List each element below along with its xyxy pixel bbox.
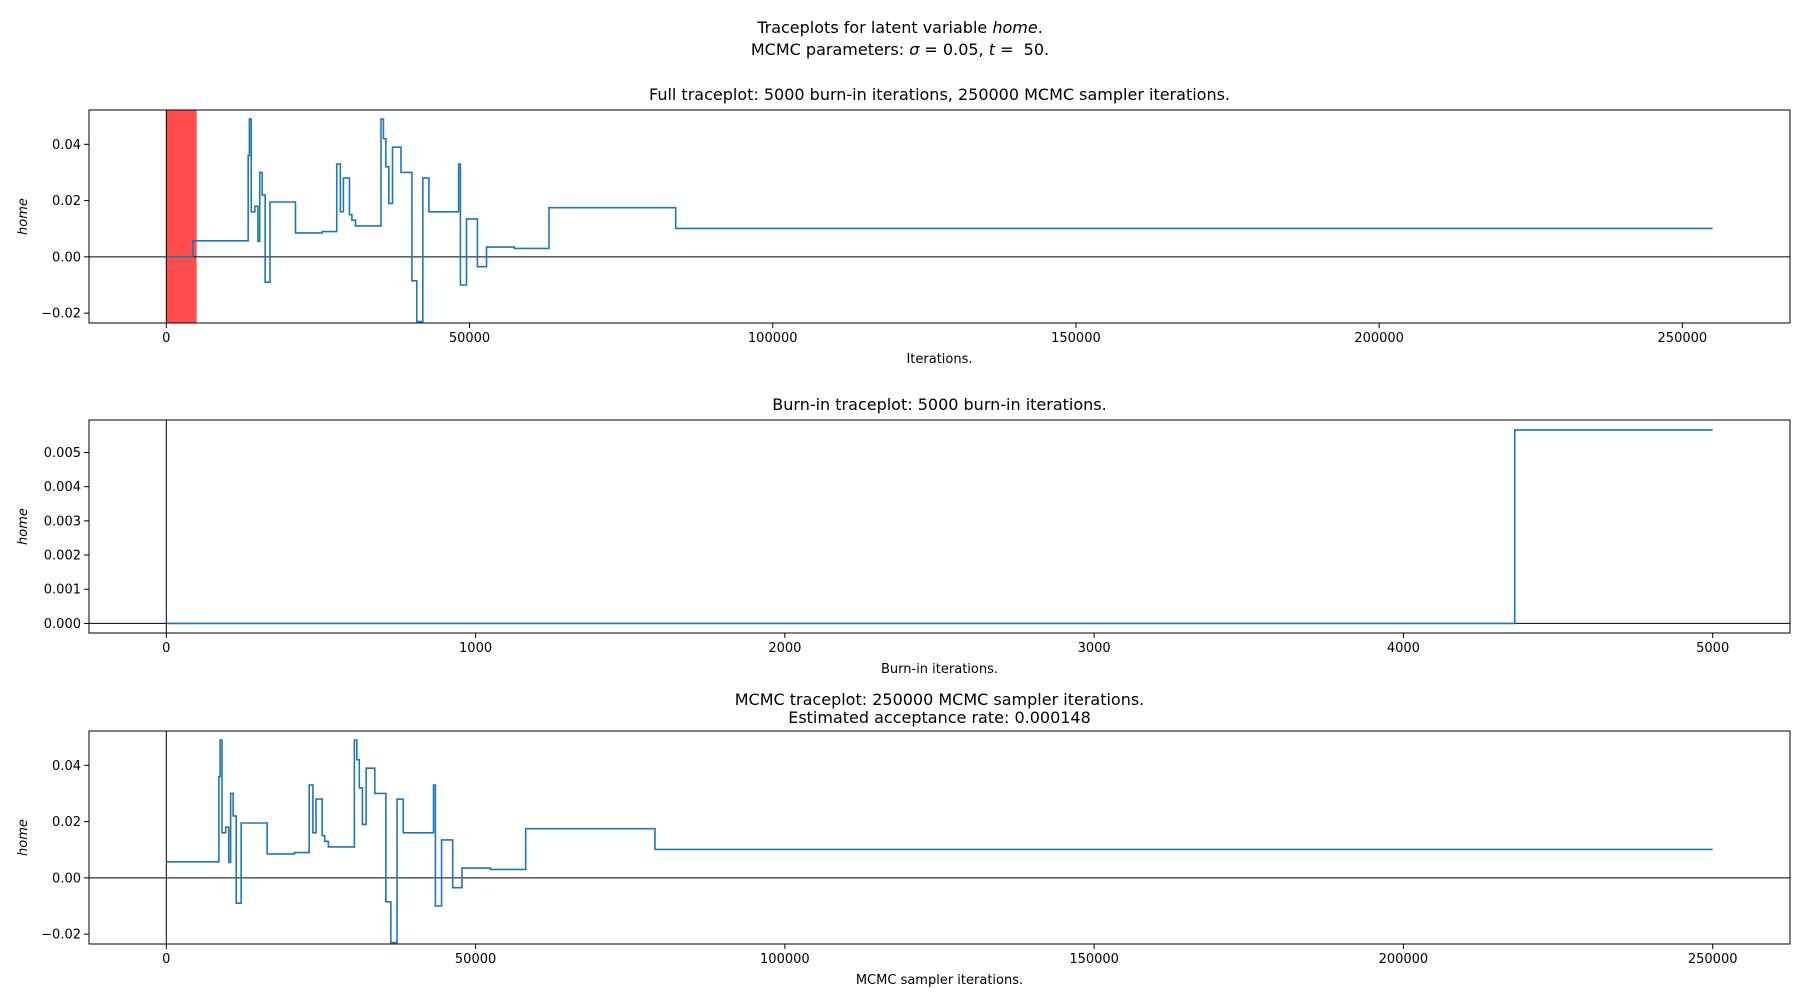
y-tick-label: 0.000	[44, 617, 81, 632]
panel-title: MCMC traceplot: 250000 MCMC sampler iter…	[735, 690, 1145, 709]
x-tick-label: 100000	[760, 952, 810, 967]
panel-subtitle: Estimated acceptance rate: 0.000148	[788, 708, 1091, 727]
y-tick-label: 0.02	[52, 815, 81, 830]
x-tick-label: 5000	[1696, 641, 1729, 656]
y-tick-label: 0.001	[44, 583, 81, 598]
y-tick-label: 0.00	[52, 871, 81, 886]
x-tick-label: 200000	[1354, 331, 1404, 346]
x-tick-label: 150000	[1069, 952, 1119, 967]
x-tick-label: 0	[162, 331, 170, 346]
title-variable: home	[992, 18, 1038, 37]
y-axis-label: home	[16, 819, 31, 856]
panel-title: Burn-in traceplot: 5000 burn-in iteratio…	[772, 395, 1106, 414]
trace-line	[166, 429, 1713, 625]
x-tick-label: 100000	[748, 331, 798, 346]
chart-panel-3: 0 50000 100000 150000 200000 250000 −0.02 0.00 0…	[16, 690, 1791, 988]
title-text: Traceplots for latent variable	[757, 18, 993, 37]
y-tick-label: 0.004	[44, 480, 81, 495]
y-axis-label: home	[16, 198, 31, 235]
x-tick-label: 250000	[1688, 952, 1738, 967]
x-tick-label: 0	[162, 952, 170, 967]
x-axis-label: Iterations.	[906, 352, 972, 367]
y-tick-label: 0.04	[52, 759, 81, 774]
trace-line	[166, 739, 1713, 944]
x-tick-label: 50000	[449, 331, 490, 346]
t-symbol: t	[988, 40, 995, 59]
y-tick-label: 0.003	[44, 514, 81, 529]
x-tick-label: 50000	[455, 952, 496, 967]
x-axis-label: Burn-in iterations.	[881, 662, 998, 677]
y-tick-label: 0.02	[52, 194, 81, 209]
x-tick-label: 150000	[1051, 331, 1101, 346]
y-tick-label: −0.02	[41, 928, 81, 943]
chart-panel-2: 0 1000 2000 3000 4000 5000 0.000 0.001 0.002 0.00…	[16, 395, 1791, 677]
figure-title-line-1: Traceplots for latent variable home.	[0, 17, 1800, 39]
title-period: .	[1037, 18, 1043, 37]
x-tick-label: 4000	[1387, 641, 1420, 656]
x-axis-label: MCMC sampler iterations.	[856, 973, 1023, 988]
panel-title: Full traceplot: 5000 burn-in iterations,…	[649, 85, 1230, 104]
y-tick-label: 0.002	[44, 549, 81, 564]
y-tick-label: 0.00	[52, 250, 81, 265]
axes-frame	[88, 109, 1791, 324]
y-tick-label: −0.02	[41, 307, 81, 322]
figure-title: Traceplots for latent variable home. MCM…	[0, 17, 1800, 61]
x-tick-label: 1000	[459, 641, 492, 656]
y-tick-label: 0.04	[52, 138, 81, 153]
x-tick-label: 200000	[1379, 952, 1429, 967]
sigma-symbol: σ	[909, 40, 920, 59]
y-tick-label: 0.005	[44, 446, 81, 461]
t-value: = 50.	[995, 40, 1050, 59]
x-tick-label: 0	[162, 641, 170, 656]
figure-title-line-2: MCMC parameters: σ = 0.05, t = 50.	[0, 39, 1800, 61]
x-tick-label: 250000	[1658, 331, 1708, 346]
trace-line	[166, 118, 1713, 323]
y-axis-label: home	[16, 508, 31, 545]
params-text: MCMC parameters:	[750, 40, 910, 59]
sigma-value: = 0.05,	[919, 40, 989, 59]
x-tick-label: 3000	[1078, 641, 1111, 656]
axes-frame	[88, 419, 1791, 634]
burnin-shaded-span	[166, 110, 197, 323]
chart-panel-1: 0 50000 100000 150000 200000 250000 −0.02 0.00 0…	[16, 85, 1791, 367]
axes-frame	[88, 730, 1791, 945]
x-tick-label: 2000	[768, 641, 801, 656]
